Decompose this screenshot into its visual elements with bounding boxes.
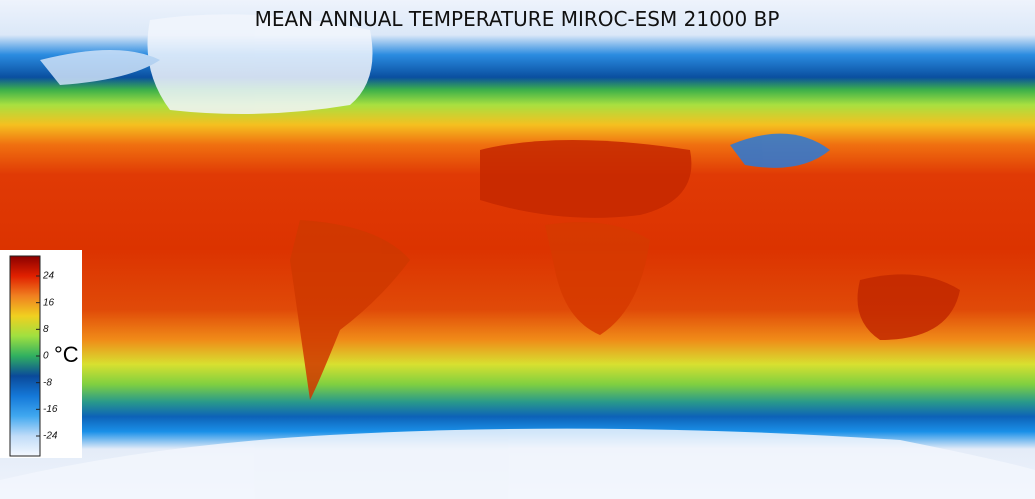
ice-sheet: [147, 14, 373, 114]
legend: °C 24 16 8 0 -8 -16 -24: [0, 250, 82, 458]
south-america: [290, 220, 410, 400]
tick-label: 24: [42, 271, 55, 282]
land-masses: [0, 14, 1035, 499]
tick-label: 8: [43, 324, 49, 335]
sahara: [480, 140, 692, 218]
tick-label: -24: [43, 431, 58, 442]
plateau: [730, 133, 830, 168]
australia: [857, 274, 960, 340]
tick-label: -8: [43, 377, 52, 388]
antarctica: [0, 428, 1035, 499]
tick-label: -16: [43, 404, 58, 415]
map-title: MEAN ANNUAL TEMPERATURE MIROC-ESM 21000 …: [255, 7, 780, 31]
color-bar: [9, 255, 41, 457]
unit-label: °C: [54, 342, 79, 367]
ice-sheet: [40, 50, 160, 85]
tick-label: 0: [43, 351, 49, 362]
africa: [545, 222, 650, 335]
tick-label: 16: [43, 297, 55, 308]
